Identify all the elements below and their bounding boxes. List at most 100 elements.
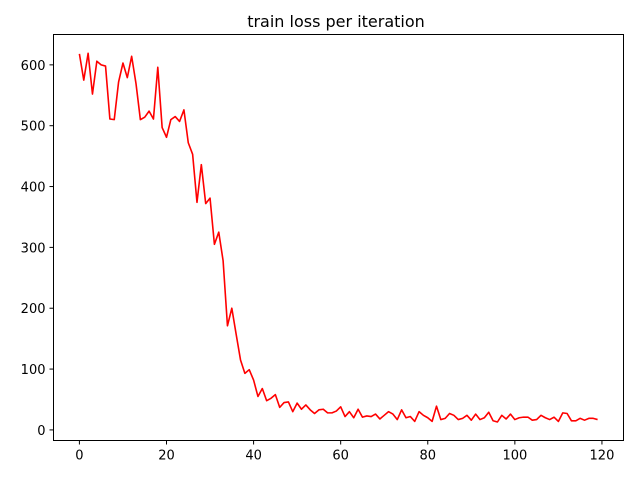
data-point [353, 417, 355, 419]
data-point [279, 407, 281, 409]
data-point [362, 416, 364, 418]
x-axis: 0 20 40 60 80 100 120 [75, 440, 615, 464]
data-point [453, 415, 455, 417]
data-point [584, 419, 586, 421]
data-point [536, 419, 538, 421]
data-point [222, 260, 224, 262]
chart-title: train loss per iteration [247, 12, 425, 31]
data-point [192, 153, 194, 155]
data-point [174, 116, 176, 118]
data-point [379, 418, 381, 420]
data-point [545, 417, 547, 419]
data-point [196, 202, 198, 204]
y-tick-label: 200 [21, 302, 46, 317]
data-point [235, 334, 237, 336]
y-tick-label: 400 [21, 181, 46, 196]
series-layer [78, 52, 598, 423]
y-tick-label: 100 [21, 363, 46, 378]
data-point [340, 406, 342, 408]
data-point [501, 415, 503, 417]
data-point [314, 413, 316, 415]
data-point [118, 81, 120, 83]
data-point [109, 118, 111, 120]
data-point [523, 416, 525, 418]
x-tick-label: 120 [590, 449, 615, 464]
data-point [253, 379, 255, 381]
data-point [100, 64, 102, 66]
data-point [105, 65, 107, 67]
data-point [475, 413, 477, 415]
data-point [575, 420, 577, 422]
data-point [318, 409, 320, 411]
data-point [423, 415, 425, 417]
data-point [183, 109, 185, 111]
data-point [275, 394, 277, 396]
x-tick-label: 20 [158, 449, 175, 464]
data-point [553, 416, 555, 418]
data-point [392, 413, 394, 415]
x-tick-label: 100 [502, 449, 527, 464]
data-point [87, 53, 89, 55]
data-point [375, 413, 377, 415]
y-tick-label: 0 [37, 424, 45, 439]
data-point [201, 164, 203, 166]
data-point [418, 411, 420, 413]
data-point [135, 83, 137, 85]
data-point [261, 388, 263, 390]
data-point [518, 417, 520, 419]
data-point [436, 405, 438, 407]
data-point [240, 359, 242, 361]
data-point [410, 416, 412, 418]
data-point [427, 417, 429, 419]
plot-frame [53, 34, 624, 441]
data-point [266, 400, 268, 402]
x-tick-label: 40 [245, 449, 262, 464]
data-point [388, 411, 390, 413]
data-point [484, 417, 486, 419]
data-point [248, 369, 250, 371]
data-point [227, 325, 229, 327]
data-point [431, 421, 433, 423]
data-point [414, 421, 416, 423]
data-point [510, 413, 512, 415]
data-point [588, 418, 590, 420]
x-tick-label: 60 [332, 449, 349, 464]
data-point [505, 418, 507, 420]
data-point [327, 412, 329, 414]
data-point [322, 408, 324, 410]
data-point [349, 411, 351, 413]
data-point [396, 419, 398, 421]
data-point [471, 419, 473, 421]
data-point [331, 412, 333, 414]
data-point [531, 419, 533, 421]
data-point [218, 231, 220, 233]
data-point [370, 416, 372, 418]
data-point [462, 418, 464, 420]
data-point [527, 416, 529, 418]
data-point [187, 142, 189, 144]
data-point [549, 419, 551, 421]
data-point [244, 373, 246, 375]
data-point [466, 415, 468, 417]
data-point [214, 244, 216, 246]
data-point [301, 408, 303, 410]
data-point [205, 203, 207, 205]
data-point [479, 419, 481, 421]
data-point [283, 402, 285, 404]
y-axis: 0 100 200 300 400 500 600 [21, 59, 54, 439]
data-point [288, 401, 290, 403]
data-point [148, 110, 150, 112]
data-point [497, 421, 499, 423]
data-point [449, 413, 451, 415]
data-point [92, 93, 94, 95]
data-point [336, 410, 338, 412]
data-point [296, 402, 298, 404]
data-point [440, 419, 442, 421]
data-point [166, 136, 168, 138]
data-point [170, 119, 172, 121]
x-tick-label: 0 [75, 449, 83, 464]
data-point [144, 116, 146, 118]
data-point [83, 79, 85, 81]
data-point [270, 397, 272, 399]
